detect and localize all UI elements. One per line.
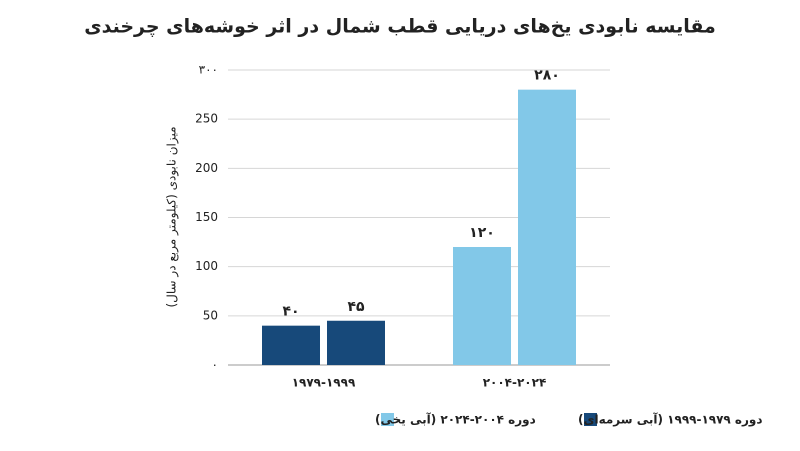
chart-title: مقایسه نابودی یخ‌های دریایی قطب شمال در …: [84, 16, 716, 38]
y-tick-label: 250: [195, 112, 218, 126]
value-label: ۴۵: [347, 299, 365, 315]
value-label: ۱۲۰: [469, 225, 495, 241]
y-tick-label: 100: [195, 259, 218, 273]
value-label: ۴۰: [282, 304, 299, 320]
bar: [262, 325, 320, 365]
y-tick-label: 200: [195, 161, 218, 175]
legend-label: دوره ۲۰۰۴-۲۰۲۴ (آبی یخی): [375, 412, 536, 428]
value-label: ۲۸۰: [534, 68, 560, 84]
bar: [327, 320, 385, 365]
legend-swatch: [584, 413, 597, 426]
legend-swatch: [381, 413, 394, 426]
y-tick-label: ۰: [212, 358, 218, 372]
legend-label: دوره ۱۹۷۹-۱۹۹۹ (آبی سرمه‌ای): [578, 412, 763, 428]
bar: [518, 89, 576, 366]
x-tick-label: ۱۹۷۹-۱۹۹۹: [292, 376, 356, 390]
y-tick-label: 150: [195, 210, 218, 224]
y-axis-label: میزان نابودی (کیلومتر مربع در سال): [165, 126, 180, 307]
y-tick-label: 50: [203, 308, 218, 322]
x-tick-label: ۲۰۰۴-۲۰۲۴: [483, 376, 547, 390]
y-tick-label: ۳۰۰: [199, 63, 218, 77]
bar: [453, 247, 511, 365]
